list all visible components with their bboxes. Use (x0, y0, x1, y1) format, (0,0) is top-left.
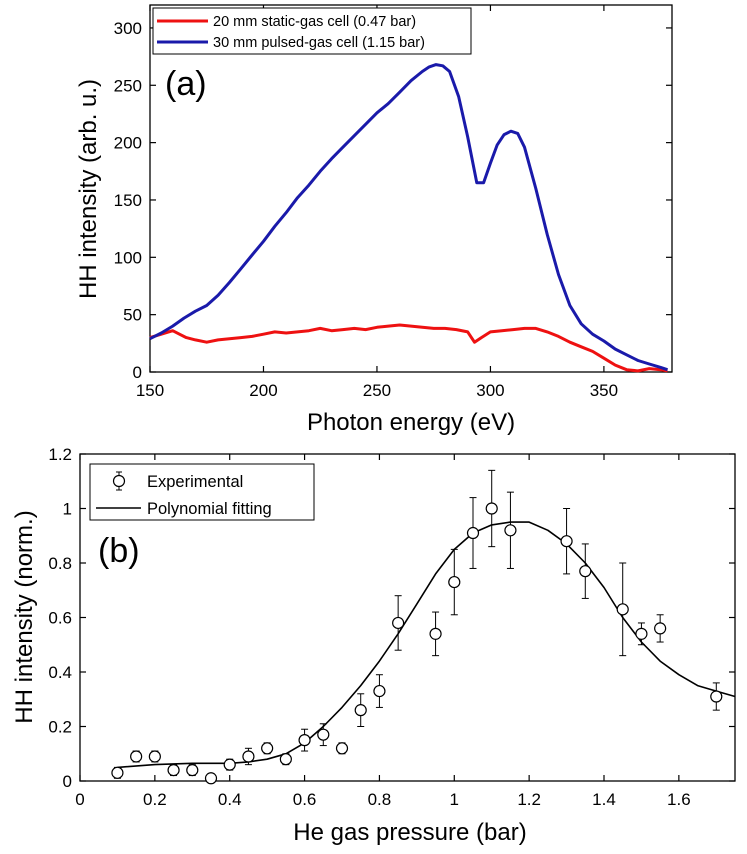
legend-box-a (152, 7, 472, 55)
data-point (167, 763, 180, 777)
legend-box-b (89, 463, 315, 521)
data-point (635, 627, 648, 640)
data-point (279, 753, 292, 766)
legend-b: Experimental Polynomial fitting (89, 463, 315, 521)
data-point (186, 763, 199, 777)
y-tick-label-b-1: 0.2 (48, 718, 72, 737)
legend-a: 20 mm static-gas cell (0.47 bar) 30 mm p… (152, 7, 472, 55)
data-point (354, 704, 367, 717)
data-point (130, 750, 143, 763)
x-tick-label-b-5: 1 (450, 790, 459, 809)
x-tick-label-b-0: 0 (75, 790, 84, 809)
data-point (242, 750, 255, 763)
y-tick-label-b-2: 0.4 (48, 663, 72, 682)
data-point (654, 622, 667, 635)
y-tick-label-a-5: 250 (114, 76, 142, 95)
x-tick-label-a-2: 250 (363, 381, 391, 400)
data-point (298, 734, 311, 747)
data-point (448, 575, 461, 589)
y-tick-label-a-1: 50 (123, 306, 142, 325)
y-axis-label-a: HH intensity (arb. u.) (75, 79, 102, 299)
x-tick-label-b-8: 1.6 (667, 790, 691, 809)
x-axis-label-a: Photon energy (eV) (307, 409, 515, 436)
data-point (579, 565, 592, 578)
y-tick-label-b-3: 0.6 (48, 609, 72, 628)
data-point (111, 766, 124, 779)
x-tick-label-b-2: 0.4 (218, 790, 242, 809)
x-tick-label-b-3: 0.6 (293, 790, 317, 809)
x-tick-label-a-4: 350 (590, 381, 618, 400)
data-point (485, 502, 498, 515)
ticks-a: 150 200 250 300 350 0 50 100 150 200 250 300 (114, 5, 672, 400)
x-tick-label-a-3: 300 (476, 381, 504, 400)
y-tick-label-b-4: 0.8 (48, 554, 72, 573)
series-line-static-gas (149, 323, 668, 373)
legend-entry-fit: Polynomial fitting (147, 500, 272, 518)
series-a (149, 63, 668, 373)
y-tick-label-b-6: 1.2 (48, 445, 72, 464)
y-tick-label-a-0: 0 (133, 363, 142, 382)
y-tick-label-b-5: 1 (63, 500, 72, 519)
panel-label-b: (b) (98, 532, 140, 570)
x-tick-label-b-6: 1.2 (517, 790, 541, 809)
x-tick-label-a-0: 150 (136, 381, 164, 400)
x-tick-label-a-1: 200 (249, 381, 277, 400)
y-tick-label-a-4: 200 (114, 134, 142, 153)
series-line-pulsed-gas (149, 63, 668, 372)
data-point (317, 728, 330, 741)
data-point (204, 772, 218, 785)
ticks-b: 0 0.2 0.4 0.6 0.8 1 1.2 1.4 1.6 0 0.2 0.4 0.6 0.8 1 1.2 (48, 445, 735, 809)
data-point (504, 524, 517, 537)
panel-b: 0 0.2 0.4 0.6 0.8 1 1.2 1.4 1.6 0 0.2 0.4 0.6 0.8 1 1.2… (11, 445, 736, 846)
data-point (560, 535, 573, 548)
data-point (223, 758, 236, 771)
y-axis-label-b: HH intensity (norm.) (11, 510, 38, 723)
data-point (392, 616, 405, 630)
y-tick-label-a-2: 100 (114, 248, 142, 267)
panel-label-a: (a) (165, 65, 207, 103)
x-tick-label-b-1: 0.2 (143, 790, 167, 809)
data-point (466, 526, 480, 540)
data-point (616, 603, 629, 616)
panel-a: 150 200 250 300 350 0 50 100 150 200 250 300 (a) Ph… (75, 4, 673, 436)
series-b (111, 469, 736, 785)
data-point (335, 742, 349, 755)
legend-entry-experimental: Experimental (147, 473, 243, 491)
data-point (710, 690, 723, 703)
data-point (373, 684, 386, 698)
x-tick-label-b-4: 0.8 (368, 790, 392, 809)
legend-marker-experimental (112, 474, 126, 488)
data-point (148, 750, 161, 763)
legend-entry-static: 20 mm static-gas cell (0.47 bar) (213, 14, 416, 30)
data-point (429, 627, 442, 640)
x-axis-label-b: He gas pressure (bar) (293, 819, 526, 846)
data-point (261, 742, 274, 755)
x-tick-label-b-7: 1.4 (592, 790, 616, 809)
y-tick-label-a-3: 150 (114, 191, 142, 210)
plot-frame-a (149, 4, 673, 373)
y-tick-label-b-0: 0 (63, 772, 72, 791)
legend-entry-pulsed: 30 mm pulsed-gas cell (1.15 bar) (213, 35, 425, 51)
y-tick-label-a-6: 300 (114, 19, 142, 38)
